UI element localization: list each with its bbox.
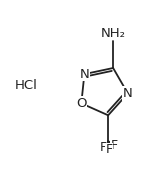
Text: F: F xyxy=(99,141,106,154)
Text: F: F xyxy=(111,139,118,152)
Text: N: N xyxy=(80,68,89,81)
Text: NH₂: NH₂ xyxy=(101,27,126,40)
Text: F: F xyxy=(105,143,113,157)
Text: O: O xyxy=(76,97,87,110)
Text: N: N xyxy=(123,87,133,100)
Text: HCl: HCl xyxy=(15,79,38,93)
